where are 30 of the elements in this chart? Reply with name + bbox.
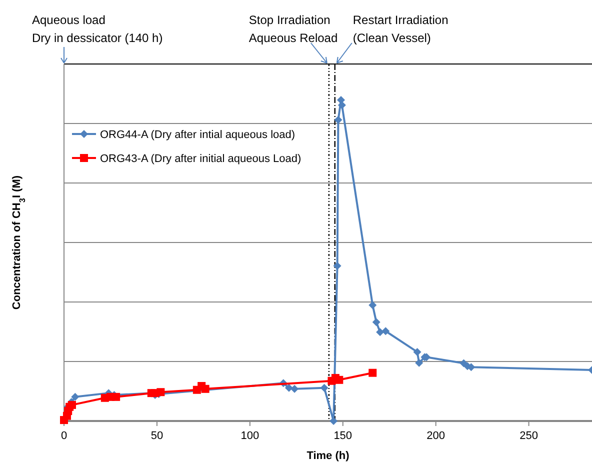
point <box>290 384 299 393</box>
point <box>376 328 384 336</box>
x-axis-title: Time (h) <box>306 450 350 462</box>
text: Aqueous load Dry in dessicator (140 h) <box>32 13 163 45</box>
x-tick-label: 100 <box>240 430 260 442</box>
point <box>201 384 210 393</box>
point <box>335 376 344 384</box>
point <box>338 101 346 110</box>
point <box>415 358 424 367</box>
point <box>320 384 328 392</box>
point <box>372 318 380 326</box>
legend-label: ORG43-A (Dry after initial aqueous Load) <box>100 153 302 165</box>
point <box>333 262 342 270</box>
point <box>71 392 80 401</box>
legend-label: ORG44-A (Dry after intial aqueous load) <box>100 129 296 141</box>
x-tick-label: 150 <box>334 430 352 442</box>
x-tick-label: 250 <box>520 430 538 442</box>
point <box>337 96 346 104</box>
x-tick-label: 200 <box>426 430 446 442</box>
point <box>330 417 338 425</box>
point <box>368 301 377 310</box>
point <box>368 368 377 377</box>
point <box>382 327 390 336</box>
x-tick-label: 0 <box>60 430 68 442</box>
point <box>413 348 422 356</box>
x-tick-label: 50 <box>150 430 164 442</box>
ref-line-label: Restart Irradiation (Clean Vessel) <box>352 13 448 45</box>
ref-line-label: Stop Irradiation Aqueous Reload <box>248 13 338 45</box>
point <box>334 116 342 124</box>
point <box>284 384 293 392</box>
